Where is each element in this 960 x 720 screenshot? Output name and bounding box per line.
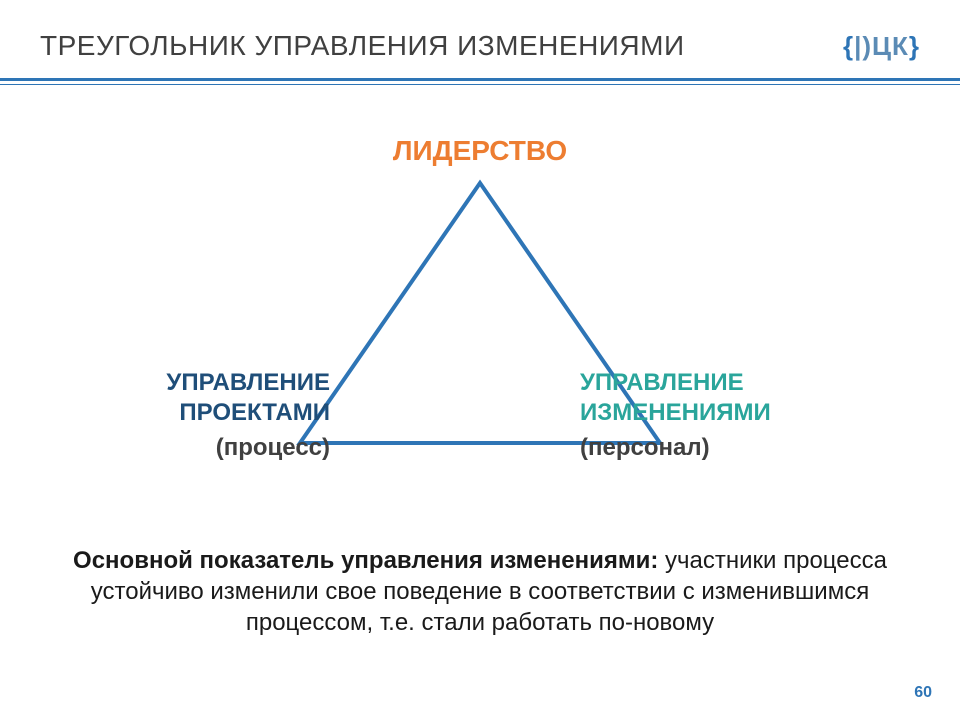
rule-thin [0, 84, 960, 85]
logo-open-bracket: { [843, 31, 854, 61]
logo-close-bracket: } [909, 31, 920, 61]
vertex-left-label: УПРАВЛЕНИЕ ПРОЕКТАМИ [110, 368, 330, 428]
header-rule [0, 78, 960, 85]
vertex-right: УПРАВЛЕНИЕ ИЗМЕНЕНИЯМИ (персонал) [580, 368, 840, 462]
vertex-left-line2: ПРОЕКТАМИ [179, 399, 330, 426]
summary-text: Основной показатель управления изменения… [60, 545, 900, 639]
vertex-top-label: ЛИДЕРСТВО [0, 135, 960, 167]
logo: {|)ЦК} [843, 31, 920, 62]
vertex-left: УПРАВЛЕНИЕ ПРОЕКТАМИ (процесс) [110, 368, 330, 462]
logo-text: |)ЦК [854, 31, 909, 61]
summary-lead: Основной показатель управления изменения… [73, 547, 658, 574]
page-number: 60 [914, 684, 932, 702]
slide: ТРЕУГОЛЬНИК УПРАВЛЕНИЯ ИЗМЕНЕНИЯМИ {|)ЦК… [0, 0, 960, 720]
vertex-right-line1: УПРАВЛЕНИЕ [580, 369, 744, 396]
vertex-left-sub: (процесс) [110, 434, 330, 462]
vertex-right-label: УПРАВЛЕНИЕ ИЗМЕНЕНИЯМИ [580, 368, 840, 428]
vertex-left-line1: УПРАВЛЕНИЕ [166, 369, 330, 396]
header: ТРЕУГОЛЬНИК УПРАВЛЕНИЯ ИЗМЕНЕНИЯМИ {|)ЦК… [40, 30, 920, 62]
rule-thick [0, 78, 960, 81]
slide-title: ТРЕУГОЛЬНИК УПРАВЛЕНИЯ ИЗМЕНЕНИЯМИ [40, 30, 685, 62]
vertex-right-line2: ИЗМЕНЕНИЯМИ [580, 399, 771, 426]
vertex-right-sub: (персонал) [580, 434, 840, 462]
